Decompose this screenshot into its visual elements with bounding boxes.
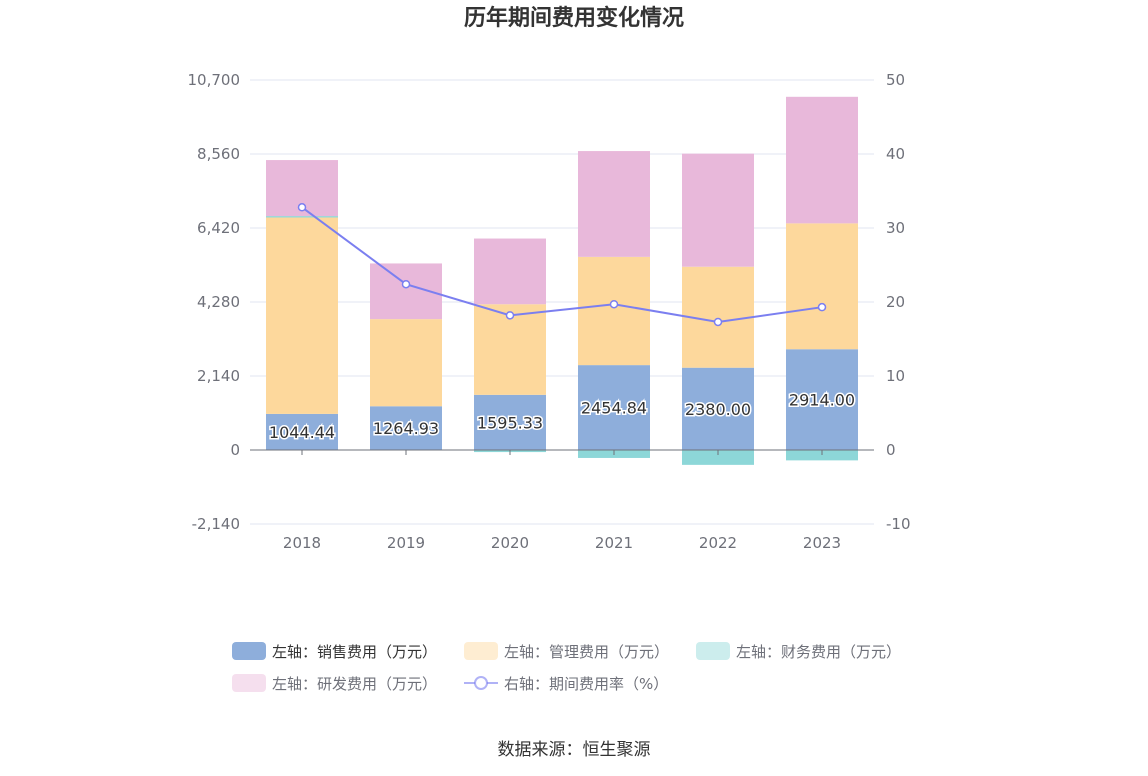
chart-title: 历年期间费用变化情况 — [464, 5, 684, 31]
left-axis-ticks: -2,140 0 2,140 4,280 6,420 8,560 10,700 — [188, 71, 241, 533]
right-tick-label: -10 — [886, 515, 911, 533]
rd-expense-bar — [474, 238, 546, 305]
legend-label: 左轴：财务费用（万元） — [736, 643, 901, 661]
right-axis-ticks: -10 0 10 20 30 40 50 — [886, 71, 911, 533]
expense-rate-point — [609, 299, 619, 309]
admin-expense-bar — [578, 256, 650, 366]
x-tick-label: 2020 — [491, 534, 529, 552]
bar-stacks — [266, 96, 858, 465]
admin-expense-bar — [266, 217, 338, 414]
x-tick-label: 2022 — [699, 534, 737, 552]
sales-expense-label: 1595.33 — [477, 413, 543, 432]
zero-axis-line — [250, 449, 874, 455]
legend-item: 左轴：销售费用（万元） — [232, 642, 437, 661]
left-tick-label: 4,280 — [197, 293, 240, 311]
sales-expense-label: 1264.93 — [373, 419, 439, 438]
expense-rate-point — [713, 317, 723, 327]
legend-label: 右轴：期间费用率（%） — [504, 675, 668, 693]
expense-rate-line — [297, 203, 827, 327]
rd-expense-bar — [786, 96, 858, 224]
legend-swatch — [232, 674, 266, 692]
left-tick-label: 10,700 — [188, 71, 241, 89]
left-tick-label: 6,420 — [197, 219, 240, 237]
expense-rate-point — [817, 302, 827, 312]
bar-data-labels: 1044.44 1264.93 1595.33 2454.84 2380.00 2914.… — [267, 389, 856, 443]
sales-expense-bar — [786, 349, 858, 450]
legend: 左轴：销售费用（万元） 左轴：管理费用（万元） 左轴：财务费用（万元） 左轴：研发费用… — [232, 642, 901, 693]
right-tick-label: 10 — [886, 367, 905, 385]
legend-item: 左轴：研发费用（万元） — [232, 674, 437, 693]
x-axis-ticks: 2018 2019 2020 2021 2022 2023 — [283, 534, 841, 552]
legend-item: 左轴：财务费用（万元） — [696, 642, 901, 661]
legend-label: 左轴：研发费用（万元） — [272, 675, 437, 693]
admin-expense-bar — [786, 223, 858, 350]
admin-expense-bar — [370, 319, 442, 407]
rd-expense-bar — [682, 153, 754, 267]
x-tick-label: 2021 — [595, 534, 633, 552]
rd-expense-bar — [578, 151, 650, 257]
right-tick-label: 40 — [886, 145, 905, 163]
right-tick-label: 20 — [886, 293, 905, 311]
sales-expense-bar — [370, 406, 442, 450]
sales-expense-label: 2454.84 — [581, 399, 647, 418]
left-tick-label: 8,560 — [197, 145, 240, 163]
right-tick-label: 30 — [886, 219, 905, 237]
legend-swatch — [232, 642, 266, 660]
expense-rate-point — [505, 311, 515, 320]
finance-expense-bar — [682, 450, 754, 465]
right-tick-label: 0 — [886, 441, 896, 459]
expense-rate-polyline — [301, 206, 823, 323]
source-note: 数据来源：恒生聚源 — [498, 740, 651, 760]
sales-expense-bar — [682, 367, 754, 450]
finance-expense-bar — [786, 450, 858, 461]
legend-label: 左轴：销售费用（万元） — [272, 643, 437, 661]
legend-item: 右轴：期间费用率（%） — [464, 675, 668, 693]
x-tick-label: 2018 — [283, 534, 321, 552]
legend-item: 左轴：管理费用（万元） — [464, 642, 669, 661]
left-tick-label: 0 — [230, 441, 240, 459]
sales-expense-label: 1044.44 — [269, 423, 335, 442]
legend-swatch — [696, 642, 730, 660]
left-tick-label: -2,140 — [192, 515, 240, 533]
legend-marker — [474, 676, 488, 690]
sales-expense-bar — [578, 365, 650, 450]
x-tick-label: 2023 — [803, 534, 841, 552]
legend-swatch — [464, 642, 498, 660]
grid-lines — [250, 79, 874, 525]
legend-label: 左轴：管理费用（万元） — [504, 643, 669, 661]
x-tick-label: 2019 — [387, 534, 425, 552]
finance-expense-bar — [266, 216, 338, 218]
sales-expense-bar — [474, 394, 546, 450]
left-tick-label: 2,140 — [197, 367, 240, 385]
sales-expense-bar — [266, 413, 338, 450]
right-tick-label: 50 — [886, 71, 905, 89]
sales-expense-label: 2914.00 — [789, 391, 855, 410]
sales-expense-label: 2380.00 — [685, 400, 751, 419]
expense-rate-point — [297, 203, 307, 212]
expense-rate-point — [401, 279, 411, 289]
